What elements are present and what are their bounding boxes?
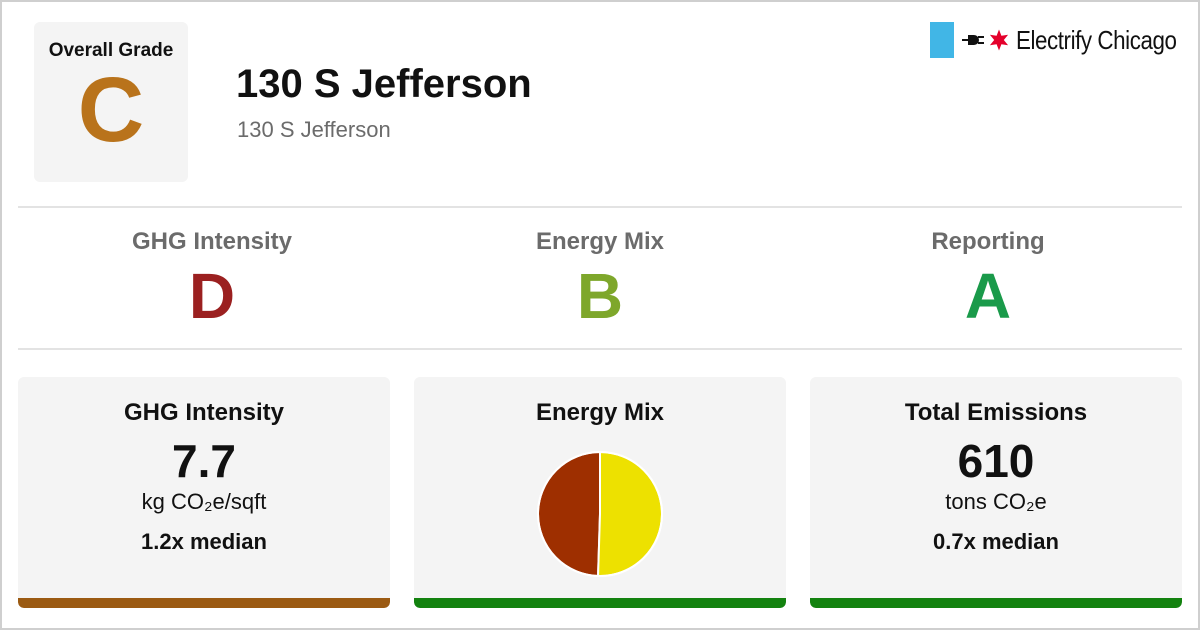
sub-grade-letter: D <box>188 260 236 332</box>
plug-icon <box>962 35 984 45</box>
sub-grade-ghg-intensity: GHG Intensity D <box>18 212 406 348</box>
sub-grade-label: Reporting <box>931 228 1045 255</box>
energy-mix-pie-chart <box>537 450 664 578</box>
card-title: GHG Intensity <box>123 399 285 426</box>
ghg-intensity-median: 1.2x median <box>141 529 267 554</box>
total-emissions-unit: tons CO₂e <box>945 489 1047 514</box>
pie-slice-gas <box>537 450 601 578</box>
stat-cards: GHG Intensity 7.7 kg CO₂e/sqft 1.2x medi… <box>18 377 1182 608</box>
chicago-flag-stripe-icon <box>930 22 954 58</box>
sub-grade-energy-mix: Energy Mix B <box>406 212 794 348</box>
card-title: Total Emissions <box>904 399 1088 426</box>
building-address: 130 S Jefferson <box>237 117 391 142</box>
sub-grade-letter: B <box>576 260 624 332</box>
energy-mix-bar <box>414 598 786 608</box>
energy-mix-card: Energy Mix <box>414 377 786 608</box>
electrify-chicago-logo[interactable]: Electrify Chicago <box>930 22 1177 58</box>
building-title: 130 S Jefferson <box>236 62 532 106</box>
ghg-intensity-unit: kg CO₂e/sqft <box>141 489 267 514</box>
total-emissions-bar <box>810 598 1182 608</box>
sub-grade-reporting: Reporting A <box>794 212 1182 348</box>
brand-name: Electrify Chicago <box>1016 24 1177 55</box>
total-emissions-value: 610 <box>957 435 1035 487</box>
total-emissions-card: Total Emissions 610 tons CO₂e 0.7x media… <box>810 377 1182 608</box>
total-emissions-median: 0.7x median <box>933 529 1059 554</box>
ghg-intensity-card: GHG Intensity 7.7 kg CO₂e/sqft 1.2x medi… <box>18 377 390 608</box>
chicago-star-icon <box>989 29 1009 51</box>
pie-outline <box>537 451 663 577</box>
overall-grade-label: Overall Grade <box>48 40 174 61</box>
overall-grade-box: Overall Grade C <box>34 22 188 182</box>
divider-bottom <box>18 348 1182 350</box>
sub-grades-row: GHG Intensity D Energy Mix B Reporting A <box>18 212 1182 348</box>
pie-slice-electricity <box>597 450 664 577</box>
divider-top <box>18 206 1182 208</box>
sub-grade-label: GHG Intensity <box>131 228 293 255</box>
sub-grade-label: Energy Mix <box>535 228 665 255</box>
overall-grade-letter: C <box>77 59 145 161</box>
sub-grade-letter: A <box>964 260 1012 332</box>
card-title: Energy Mix <box>535 399 665 426</box>
ghg-intensity-value: 7.7 <box>172 435 236 487</box>
ghg-intensity-bar <box>18 598 390 608</box>
